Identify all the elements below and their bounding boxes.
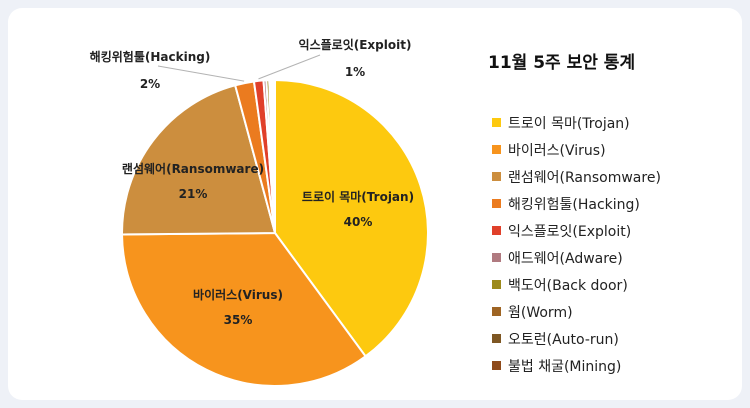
legend-swatch xyxy=(492,253,501,262)
pie-slice xyxy=(120,231,367,387)
legend-swatch xyxy=(492,226,501,235)
legend-label: 불법 채굴(Mining) xyxy=(508,358,622,375)
legend-swatch xyxy=(492,280,501,289)
legend-label: 익스플로잇(Exploit) xyxy=(508,223,632,240)
legend-item: 트로이 목마(Trojan) xyxy=(492,109,661,136)
legend-item: 웜(Worm) xyxy=(492,298,661,325)
data-label-value: 2% xyxy=(140,77,160,91)
legend-item: 해킹위험툴(Hacking) xyxy=(492,190,661,217)
pie-chart: 트로이 목마(Trojan) 40% 바이러스(Virus) 35% 랜섬웨어(Rans… xyxy=(90,37,429,387)
data-label-name: 트로이 목마(Trojan) xyxy=(302,189,414,204)
data-label-value: 40% xyxy=(344,215,373,229)
legend-label: 백도어(Back door) xyxy=(508,277,628,294)
pie-slice xyxy=(272,78,276,234)
data-label-name: 바이러스(Virus) xyxy=(193,287,283,302)
legend-item: 랜섬웨어(Ransomware) xyxy=(492,163,661,190)
legend-item: 바이러스(Virus) xyxy=(492,136,661,163)
data-label-name: 랜섬웨어(Ransomware) xyxy=(122,161,264,176)
legend-swatch xyxy=(492,334,501,343)
data-label-name: 익스플로잇(Exploit) xyxy=(299,37,412,52)
legend-label: 트로이 목마(Trojan) xyxy=(508,115,630,132)
legend: 트로이 목마(Trojan) 바이러스(Virus) 랜섬웨어(Ransomware… xyxy=(492,109,661,379)
leader-line xyxy=(258,54,321,80)
legend-item: 익스플로잇(Exploit) xyxy=(492,217,661,244)
pie-slice xyxy=(274,78,429,358)
legend-label: 오토런(Auto-run) xyxy=(508,331,619,348)
legend-swatch xyxy=(492,307,501,316)
chart-card: 트로이 목마(Trojan) 40% 바이러스(Virus) 35% 랜섬웨어(Rans… xyxy=(8,8,742,400)
legend-swatch xyxy=(492,361,501,370)
chart-title: 11월 5주 보안 통계 xyxy=(488,53,636,73)
legend-swatch xyxy=(492,145,501,154)
legend-label: 애드웨어(Adware) xyxy=(508,250,623,267)
legend-item: 애드웨어(Adware) xyxy=(492,244,661,271)
legend-item: 불법 채굴(Mining) xyxy=(492,352,661,379)
legend-label: 해킹위험툴(Hacking) xyxy=(508,196,640,213)
legend-item: 백도어(Back door) xyxy=(492,271,661,298)
data-label-value: 1% xyxy=(345,65,365,79)
data-label-value: 35% xyxy=(224,313,253,327)
legend-label: 랜섬웨어(Ransomware) xyxy=(508,169,661,186)
legend-label: 바이러스(Virus) xyxy=(508,142,606,159)
legend-item: 오토런(Auto-run) xyxy=(492,325,661,352)
legend-swatch xyxy=(492,199,501,208)
data-label-name: 해킹위험툴(Hacking) xyxy=(90,49,211,64)
pie-slice xyxy=(121,84,277,236)
legend-swatch xyxy=(492,172,501,181)
leader-line xyxy=(157,65,245,82)
data-label-value: 21% xyxy=(179,187,208,201)
legend-swatch xyxy=(492,118,501,127)
legend-label: 웜(Worm) xyxy=(508,304,573,321)
